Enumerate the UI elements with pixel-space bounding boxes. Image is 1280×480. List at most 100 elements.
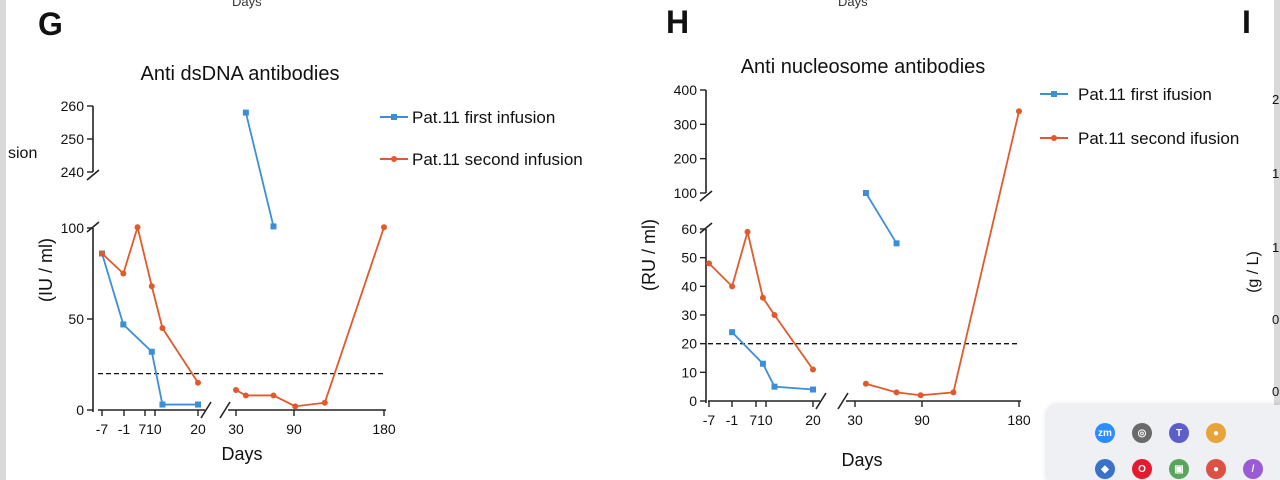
chart-h-nucleosome: Anti nucleosome antibodies 0 10 20 30 40 50 60 1… [639,0,1239,470]
x-tick-label: -7 [96,421,109,437]
series-line-second [235,226,385,408]
data-point-second [270,392,277,399]
legend-label: Pat.11 first infusion [412,108,555,127]
legend-marker [1051,135,1057,141]
series-line-second [865,111,1020,397]
y-tick-label: 260 [61,98,85,114]
y-tick-label: 30 [681,307,697,323]
browser-app-icon[interactable]: ● [1206,423,1226,443]
y-tick-label: 240 [61,164,85,180]
zoom-app-icon[interactable]: zm [1095,423,1115,443]
y-tick-label: 10 [681,364,697,380]
cut-off-axis-label: Days [232,0,262,9]
y-tick-label: 50 [68,311,84,327]
data-point-second [950,389,957,396]
x-tick-label: 30 [847,412,863,428]
x-axis-label: Days [841,450,882,470]
data-point-second [862,380,869,387]
teams-app-icon[interactable]: T [1169,423,1189,443]
y-tick-label: 0 [76,402,84,418]
right-window-edge [1274,0,1280,480]
data-point-second [321,399,328,406]
chrome-app-icon[interactable]: ● [1206,459,1226,479]
series-line-second [708,231,814,370]
y-axis-break-mark [86,169,100,181]
data-point-second [292,403,299,410]
x-axis-break-mark [200,401,212,419]
panel-i-tick-label: 0 [1272,384,1279,399]
data-point-second [744,228,751,235]
series-line-first [865,192,898,244]
x-axis-break-mark [815,392,827,410]
chart-g-dsdna: Anti dsDNA antibodies 0 50 100 240 250 260 (IU … [8,0,583,464]
y-tick-label: 100 [674,185,698,201]
panel-label-g: G [38,6,63,42]
legend-label: Pat.11 first ifusion [1078,85,1212,104]
y-tick-label: 100 [61,220,85,236]
data-point-first [810,386,816,393]
x-axis-break-mark [837,392,849,410]
series-line-first [731,331,814,391]
x-tick-label: -7 [703,412,716,428]
cut-off-axis-label: Days [838,0,868,9]
data-point-first [195,401,201,408]
y-tick-label: 60 [681,221,697,237]
data-point-first [862,190,869,196]
data-point-second [1016,108,1022,115]
y-axis-break-mark [699,222,713,234]
panel-label-i: I [1242,4,1251,40]
legend-marker [391,114,397,120]
y-axis-break-mark [699,190,713,202]
wifi-status-icon[interactable]: ◎ [1132,423,1152,443]
panel-i-tick-label: 0 [1272,312,1279,327]
y-tick-label: 400 [674,82,698,98]
data-point-second [148,283,155,290]
panel-i-tick-label: 1 [1272,240,1279,255]
chart-title: Anti nucleosome antibodies [741,56,986,78]
chart-i-partial: (g / L) 2 1 1 0 0 [1245,92,1279,399]
screenshot-app-icon[interactable]: ▣ [1169,459,1189,479]
cut-off-legend-text: sion [8,145,37,162]
y-axis-label: (RU / ml) [639,219,659,291]
data-point-second [99,250,105,257]
x-tick-label: -1 [118,421,131,437]
series-line-second [101,223,199,384]
x-tick-label: 180 [1007,412,1031,428]
y-axis-break-mark [86,221,100,233]
x-tick-label: 30 [228,421,244,437]
panel-i-y-label: (g / L) [1245,251,1262,293]
legend-marker [391,156,397,162]
data-point-second [233,386,239,393]
y-tick-label: 40 [681,278,697,294]
x-tick-label: 710 [138,421,162,437]
legend-marker [1051,91,1057,97]
data-point-second [771,312,778,318]
data-point-second [242,392,249,399]
data-point-second [120,270,127,277]
data-point-first [771,383,778,390]
panel-i-tick-label: 2 [1272,92,1279,107]
data-point-first [270,223,277,230]
shield-icon[interactable]: ◆ [1095,459,1115,479]
x-tick-label: 90 [914,412,930,428]
y-axis-label: (IU / ml) [36,238,56,302]
data-point-second [134,224,141,231]
data-point-first [893,240,900,247]
x-tick-label: -1 [726,412,739,428]
data-point-second [729,283,736,290]
y-tick-label: 200 [674,151,698,167]
x-axis-label: Days [221,444,262,464]
data-point-second [810,366,816,373]
data-point-second [381,224,387,231]
data-point-first [159,401,166,408]
y-tick-label: 0 [689,393,697,409]
x-tick-label: 710 [749,412,773,428]
panel-i-tick-label: 1 [1272,166,1279,181]
pen-app-icon[interactable]: / [1243,459,1263,479]
opera-app-icon[interactable]: O [1132,459,1152,479]
x-tick-label: 20 [805,412,821,428]
data-point-first [759,360,766,367]
data-point-first [729,329,736,336]
